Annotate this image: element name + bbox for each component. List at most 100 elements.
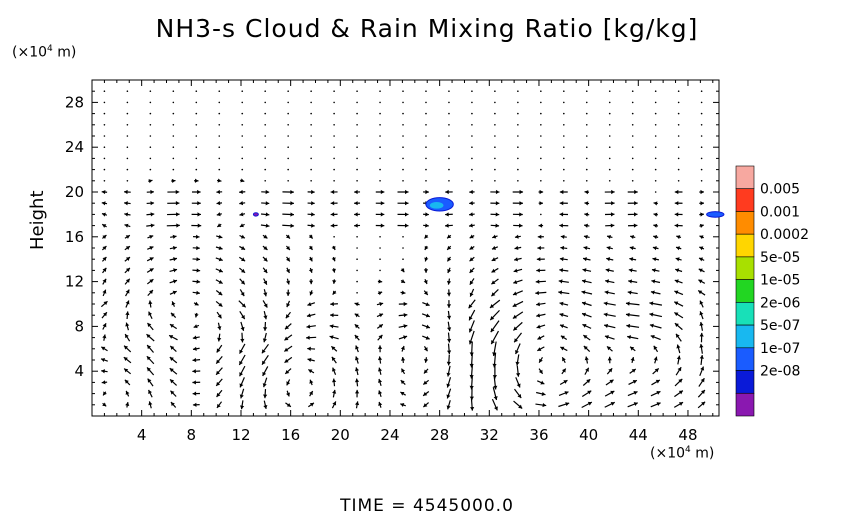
wind-dot — [563, 124, 565, 126]
wind-arrowhead — [196, 257, 201, 262]
wind-arrowhead — [633, 391, 638, 395]
wind-arrowhead — [146, 356, 151, 361]
wind-arrowhead — [423, 369, 428, 374]
wind-dot — [471, 157, 473, 160]
colorbar-segment — [735, 233, 755, 258]
wind-arrowhead — [217, 314, 222, 319]
wind-arrowhead — [285, 369, 290, 374]
wind-arrowhead — [102, 334, 107, 339]
wind-arrowhead — [102, 257, 107, 262]
wind-dot — [677, 90, 680, 92]
wind-arrowhead — [539, 358, 543, 363]
wind-dot — [677, 146, 680, 148]
wind-dot — [608, 168, 611, 171]
wind-arrowhead — [124, 368, 129, 373]
wind-dot — [379, 247, 381, 249]
wind-dot — [585, 90, 588, 92]
wind-arrowhead — [218, 268, 223, 273]
wind-arrowhead — [583, 257, 587, 262]
wind-arrowhead — [355, 345, 360, 350]
wind-arrowhead — [309, 280, 314, 285]
wind-arrowhead — [169, 368, 174, 373]
wind-arrowhead — [656, 402, 661, 407]
wind-arrowhead — [377, 367, 383, 372]
colorbar-segment — [735, 347, 755, 371]
wind-dot — [585, 124, 588, 126]
wind-arrowhead — [446, 394, 451, 399]
wind-arrowhead — [262, 338, 267, 343]
wind-arrowhead — [306, 313, 311, 318]
wind-arrowhead — [147, 322, 152, 327]
wind-dot — [654, 168, 657, 171]
wind-dot — [172, 157, 175, 160]
wind-dot — [379, 157, 381, 160]
wind-dot — [425, 157, 427, 160]
wind-dot — [494, 180, 496, 182]
wind-arrowhead — [491, 245, 497, 250]
wind-dot — [700, 135, 703, 137]
wind-arrowhead — [123, 357, 128, 361]
wind-arrowhead — [583, 245, 588, 251]
x-tick-label: 8 — [187, 426, 197, 444]
wind-dot — [540, 146, 542, 148]
wind-arrowhead — [447, 327, 452, 332]
wind-arrowhead — [217, 326, 222, 331]
wind-dot — [700, 157, 703, 160]
wind-arrowhead — [103, 301, 108, 306]
wind-dot — [471, 168, 473, 171]
wind-dot — [677, 157, 680, 160]
wind-arrowhead — [539, 201, 543, 206]
wind-dot — [356, 180, 358, 182]
wind-dot — [287, 112, 289, 115]
wind-dot — [631, 90, 634, 92]
wind-dot — [700, 112, 703, 115]
wind-arrowhead — [125, 246, 130, 250]
wind-arrowhead — [653, 345, 658, 350]
wind-arrowhead — [197, 223, 202, 228]
wind-arrowhead — [447, 245, 452, 250]
wind-arrowhead — [265, 189, 270, 195]
wind-dot — [494, 135, 496, 137]
wind-arrowhead — [628, 268, 633, 273]
wind-arrowhead — [653, 212, 658, 217]
wind-arrowhead — [330, 212, 335, 217]
wind-arrowhead — [519, 189, 524, 195]
wind-dot — [448, 157, 450, 160]
wind-arrowhead — [559, 212, 564, 217]
wind-arrowhead — [611, 201, 615, 206]
wind-arrowhead — [216, 212, 221, 217]
wind-arrowhead — [513, 268, 518, 273]
wind-dot — [517, 101, 519, 104]
wind-dot — [195, 101, 198, 104]
wind-arrowhead — [216, 189, 221, 195]
wind-arrowhead — [561, 368, 566, 373]
wind-arrowhead — [332, 367, 336, 372]
wind-arrowhead — [634, 212, 638, 217]
wind-arrowhead — [584, 223, 588, 228]
wind-arrowhead — [354, 302, 359, 307]
wind-arrowhead — [560, 335, 565, 340]
wind-arrowhead — [263, 257, 268, 262]
wind-arrowhead — [332, 290, 337, 295]
wind-arrowhead — [603, 312, 608, 317]
wind-dot — [517, 146, 519, 148]
wind-arrowhead — [517, 393, 522, 399]
wind-arrowhead — [101, 189, 106, 195]
wind-arrowhead — [631, 368, 636, 373]
x-tick-label: 4 — [137, 426, 147, 444]
wind-dot — [540, 213, 542, 216]
wind-arrowhead — [101, 201, 106, 206]
wind-arrowhead — [125, 289, 130, 294]
wind-dot — [195, 157, 198, 160]
wind-arrowhead — [425, 335, 430, 340]
wind-arrowhead — [634, 201, 638, 206]
wind-arrowhead — [311, 201, 315, 206]
wind-arrowhead — [101, 346, 106, 351]
wind-arrowhead — [216, 201, 221, 206]
wind-arrowhead — [560, 245, 565, 251]
wind-arrowhead — [492, 234, 497, 239]
wind-arrowhead — [536, 313, 541, 318]
wind-arrowhead — [170, 312, 175, 317]
wind-arrowhead — [404, 212, 409, 217]
wind-dot — [356, 258, 358, 261]
